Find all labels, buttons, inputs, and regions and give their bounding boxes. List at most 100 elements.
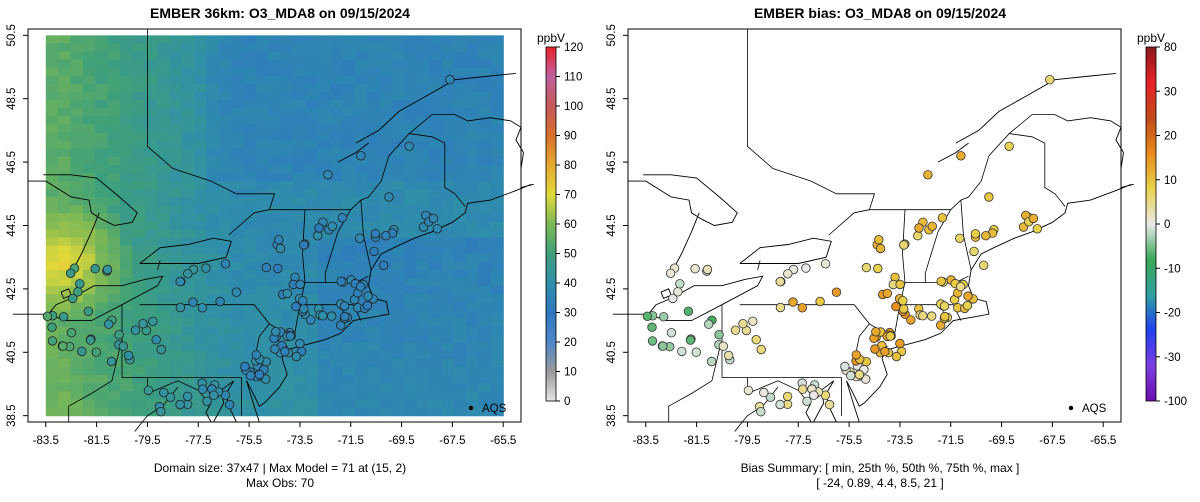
grid-cell	[466, 318, 480, 328]
grid-cell	[478, 91, 492, 101]
colorbar-tick-label: 0	[1164, 219, 1170, 231]
grid-cell	[144, 124, 158, 134]
grid-cell	[416, 108, 430, 117]
grid-cell	[206, 197, 220, 206]
grid-cell	[218, 286, 232, 295]
grid-cell	[206, 318, 220, 328]
bias-site-marker	[783, 269, 793, 279]
grid-cell	[404, 148, 418, 158]
boundary-line	[139, 237, 232, 264]
grid-cell	[82, 140, 96, 150]
grid-cell	[157, 67, 171, 77]
grid-cell	[317, 59, 331, 69]
grid-cell	[181, 286, 195, 295]
grid-cell	[206, 261, 220, 271]
grid-cell	[478, 302, 492, 312]
grid-cell	[95, 350, 109, 360]
grid-cell	[317, 132, 331, 142]
bias-site-marker	[831, 287, 842, 297]
grid-cell	[95, 197, 109, 206]
grid-cell	[466, 132, 480, 142]
grid-cell	[354, 43, 368, 53]
y-tick-label: 46.5	[6, 151, 18, 173]
grid-cell	[478, 294, 492, 303]
grid-cell	[181, 108, 195, 117]
grid-cell	[107, 148, 121, 158]
grid-cell	[181, 229, 195, 239]
grid-cell	[144, 237, 158, 247]
grid-cell	[342, 197, 356, 206]
obs-site-marker	[65, 268, 76, 279]
grid-cell	[82, 245, 96, 255]
model-domain-summary: Domain size: 37x47 | Max Model = 71 at (…	[153, 461, 407, 475]
grid-cell	[82, 350, 96, 360]
grid-cell	[342, 51, 356, 61]
grid-cell	[478, 359, 492, 368]
grid-cell	[95, 100, 109, 109]
grid-cell	[293, 399, 306, 409]
grid-cell	[194, 189, 208, 198]
grid-cell	[391, 245, 405, 255]
grid-cell	[206, 124, 220, 134]
boundary-line	[628, 174, 738, 226]
colorbar	[545, 46, 557, 402]
grid-cell	[379, 359, 393, 368]
grid-cell	[194, 359, 208, 368]
grid-cell	[144, 43, 158, 53]
grid-cell	[119, 108, 133, 117]
grid-cell	[157, 124, 171, 134]
grid-cell	[441, 156, 455, 166]
grid-cell	[70, 35, 84, 45]
grid-cell	[169, 245, 183, 255]
grid-cell	[478, 318, 492, 328]
grid-cell	[132, 407, 146, 417]
grid-cell	[107, 108, 121, 117]
grid-cell	[416, 245, 430, 255]
grid-cell	[416, 35, 430, 45]
grid-cell	[132, 35, 146, 45]
grid-cell	[169, 75, 183, 85]
grid-cell	[466, 59, 480, 69]
grid-cell	[255, 43, 269, 53]
colorbar-tick-label: 90	[564, 131, 577, 143]
grid-cell	[379, 286, 393, 295]
grid-cell	[144, 399, 158, 409]
obs-site-marker	[273, 263, 283, 274]
grid-cell	[169, 180, 183, 190]
grid-cell	[379, 100, 393, 109]
grid-cell	[58, 221, 72, 231]
grid-cell	[268, 367, 282, 376]
grid-cell	[280, 318, 294, 328]
boundary-line	[70, 212, 100, 274]
grid-cell	[169, 261, 183, 271]
grid-cell	[466, 91, 480, 101]
grid-cell	[305, 51, 319, 61]
grid-cell	[280, 221, 294, 231]
obs-site-marker	[85, 335, 96, 345]
grid-cell	[478, 59, 492, 69]
grid-cell	[218, 237, 232, 247]
bias-site-marker	[963, 291, 973, 301]
grid-cell	[342, 261, 356, 271]
grid-cell	[466, 43, 480, 53]
bias-site-marker	[730, 325, 741, 335]
grid-cell	[429, 205, 442, 214]
grid-cell	[181, 245, 195, 255]
grid-cell	[107, 132, 121, 142]
grid-cell	[255, 156, 269, 166]
grid-cell	[95, 116, 109, 125]
grid-cell	[391, 342, 405, 352]
grid-cell	[194, 237, 208, 247]
boundary-line	[68, 349, 120, 422]
grid-cell	[218, 221, 232, 231]
grid-cell	[330, 124, 344, 134]
grid-cell	[82, 407, 96, 417]
obs-site-marker	[327, 221, 338, 232]
obs-site-marker	[106, 356, 117, 367]
obs-site-marker	[404, 141, 414, 152]
grid-cell	[293, 286, 306, 295]
grid-cell	[58, 334, 72, 344]
grid-cell	[144, 359, 158, 368]
grid-cell	[453, 367, 467, 376]
grid-cell	[218, 407, 232, 417]
